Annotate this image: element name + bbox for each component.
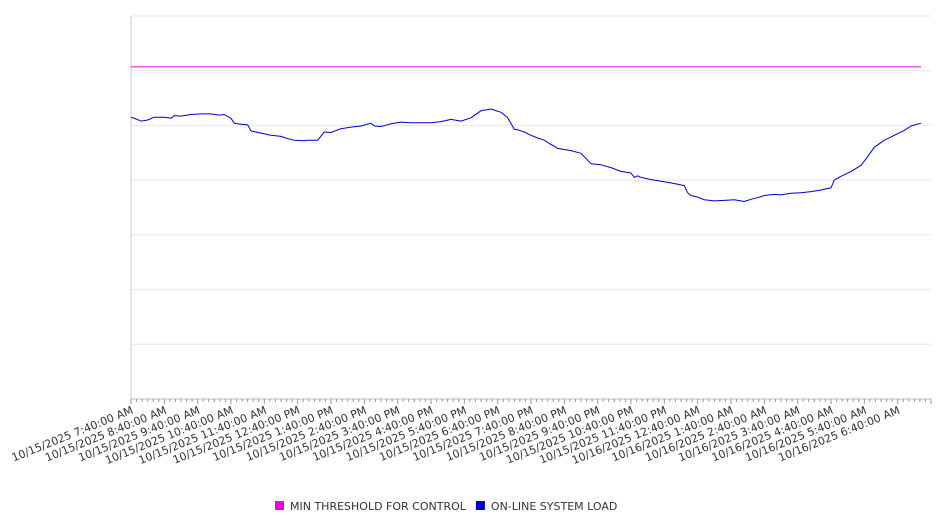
- legend-label: ON-LINE SYSTEM LOAD: [491, 500, 617, 513]
- legend-item-system-load[interactable]: ON-LINE SYSTEM LOAD: [475, 500, 617, 513]
- grid-lines: [131, 15, 931, 345]
- legend-label: MIN THRESHOLD FOR CONTROL: [290, 500, 467, 513]
- system-load-series-line: [130, 108, 922, 202]
- chart-series: [130, 66, 922, 202]
- chart-legend: MIN THRESHOLD FOR CONTROL ON-LINE SYSTEM …: [275, 500, 617, 513]
- legend-swatch: [475, 501, 485, 510]
- legend-item-threshold[interactable]: MIN THRESHOLD FOR CONTROL: [275, 500, 467, 513]
- legend-swatch: [275, 501, 284, 510]
- chart-axes: [130, 16, 932, 404]
